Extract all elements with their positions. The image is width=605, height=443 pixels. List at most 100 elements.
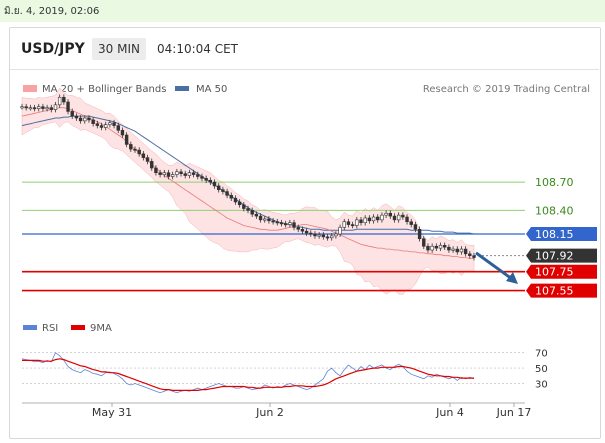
candle-body	[95, 123, 100, 126]
candle-body	[350, 224, 355, 227]
candle-body	[396, 214, 401, 221]
candle-body	[438, 245, 443, 249]
candle-body	[338, 227, 342, 235]
candle-body	[108, 122, 112, 125]
candle-body	[325, 236, 330, 239]
candle-body	[242, 204, 246, 209]
candle-body	[376, 216, 380, 221]
candle-body	[321, 234, 326, 238]
candle-body	[413, 224, 418, 230]
candle-body	[150, 161, 154, 169]
timeframe-badge[interactable]: 30 MIN	[92, 38, 146, 60]
ma50-legend-swatch	[175, 86, 189, 91]
header-divider	[10, 69, 599, 70]
header-time: 04:10:04 CET	[157, 42, 238, 56]
candle-body	[28, 107, 33, 110]
rsi-legend-swatch	[23, 325, 37, 330]
candle-body	[371, 216, 376, 222]
candle-body	[87, 117, 91, 121]
candle-body	[430, 245, 434, 251]
candle-body	[237, 201, 242, 206]
top-bar: มิ.ย. 4, 2019, 02:06	[0, 0, 605, 22]
level-label-107-92: 107.92	[535, 250, 574, 263]
price-plot	[20, 87, 525, 295]
candle-body	[233, 197, 238, 203]
candle-body	[196, 174, 200, 177]
x-tick-label: Jun 2	[255, 406, 284, 419]
candle-body	[166, 172, 171, 177]
level-label-107-55: 107.55	[535, 285, 574, 298]
candle-body	[129, 144, 133, 150]
candle-body	[267, 218, 271, 222]
x-tick-label: Jun 17	[496, 406, 532, 419]
candle-body	[250, 210, 254, 215]
candle-body	[91, 119, 95, 124]
candle-body	[217, 185, 221, 190]
candle-body	[74, 115, 79, 119]
candle-body	[229, 195, 233, 199]
candle-body	[221, 189, 225, 192]
candle-body	[112, 122, 116, 126]
candle-body	[154, 167, 158, 174]
candle-body	[200, 176, 204, 179]
candle-body	[388, 212, 392, 217]
candle-body	[212, 181, 217, 187]
candle-body	[443, 245, 447, 248]
rsi-tick-30: 30	[535, 379, 548, 390]
candle-body	[57, 96, 62, 106]
candle-body	[175, 171, 179, 175]
candle-body	[271, 220, 275, 223]
rsi-ma-line	[22, 358, 474, 391]
candle-body	[191, 172, 196, 175]
candle-body	[367, 217, 372, 222]
candle-body	[145, 157, 150, 162]
level-label-108-70: 108.70	[535, 176, 574, 189]
candle-body	[304, 230, 309, 234]
candle-body	[62, 96, 66, 103]
level-label-107-55-bg	[526, 283, 597, 298]
candle-body	[246, 208, 250, 211]
candle-body	[283, 223, 288, 226]
candle-body	[346, 221, 351, 225]
candle-body	[162, 172, 166, 175]
candle-body	[468, 253, 472, 256]
level-label-107-75-bg	[526, 264, 597, 279]
projection-arrow-head	[506, 271, 518, 284]
candle-body	[330, 235, 334, 239]
candle-body	[380, 214, 384, 221]
candle-body	[384, 212, 388, 216]
candle-body	[422, 238, 426, 247]
candle-body	[359, 219, 363, 223]
rsi-legend-label: RSI	[42, 323, 58, 334]
rsi-line	[21, 352, 475, 394]
candle-body	[124, 134, 129, 145]
candle-body	[451, 248, 455, 251]
candle-body	[37, 106, 41, 109]
candle-body	[288, 222, 292, 225]
candle-body	[409, 221, 413, 225]
candle-body	[187, 172, 192, 176]
candle-body	[363, 217, 367, 223]
level-label-108-40: 108.40	[535, 204, 574, 217]
candle-body	[459, 248, 464, 253]
candle-body	[141, 153, 146, 158]
candle-body	[116, 125, 120, 131]
candle-body	[83, 117, 87, 122]
candle-body	[208, 179, 213, 183]
candle-body	[24, 106, 28, 109]
ma50-legend-label: MA 50	[196, 84, 227, 95]
candle-body	[463, 248, 468, 255]
ma20-legend-swatch	[23, 85, 37, 92]
candle-body	[158, 172, 162, 175]
timestamp: มิ.ย. 4, 2019, 02:06	[4, 6, 100, 17]
candle-body	[401, 214, 405, 218]
level-label-107-75: 107.75	[535, 266, 574, 279]
candle-body	[120, 129, 125, 136]
candle-body	[405, 216, 409, 223]
candle-body	[355, 219, 359, 226]
candle-body	[20, 106, 24, 109]
price-level-labels: 108.70 108.40 108.15 107.92 107.75 107.55	[526, 176, 597, 298]
candle-body	[99, 125, 104, 128]
candle-body	[45, 107, 49, 110]
